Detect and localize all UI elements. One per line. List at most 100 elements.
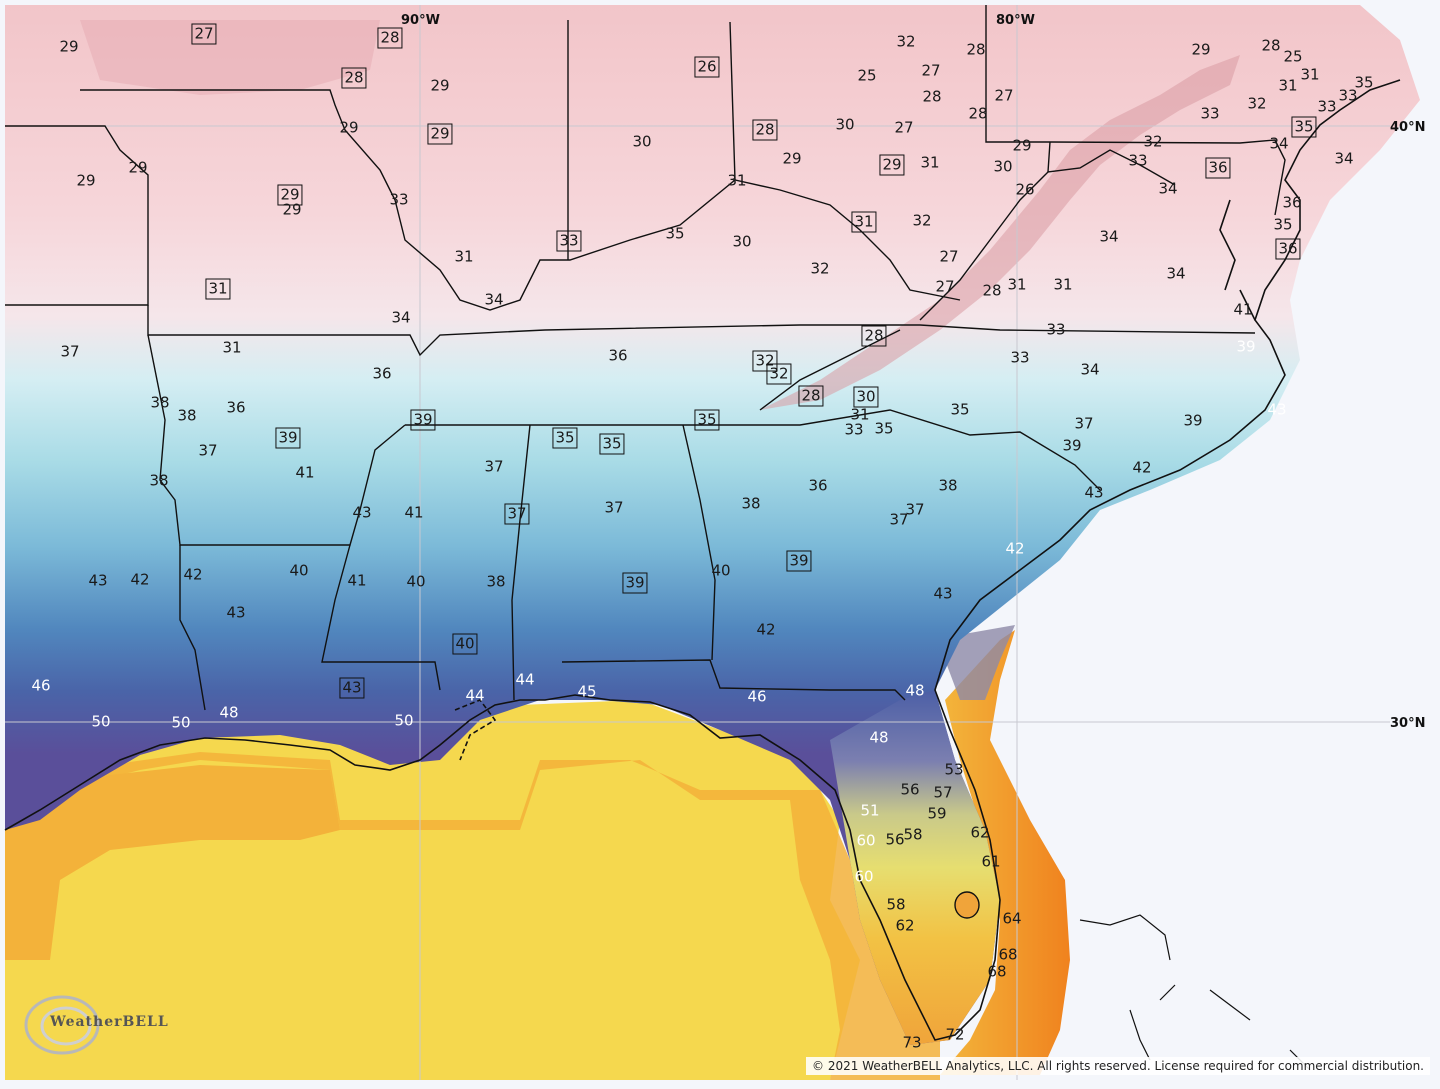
temperature-value: 29 [128, 158, 148, 177]
latitude-label-40n: 40°N [1390, 120, 1426, 135]
temperature-value: 40 [406, 572, 426, 591]
temperature-value: 33 [844, 420, 864, 439]
station-observed-temperature: 32 [766, 363, 792, 385]
temperature-value: 27 [921, 61, 941, 80]
temperature-value: 31 [727, 171, 747, 190]
temperature-value: 72 [945, 1025, 965, 1044]
temperature-value: 40 [711, 561, 731, 580]
station-observed-temperature: 35 [599, 433, 625, 455]
coastlines [4, 79, 1401, 1041]
station-observed-temperature: 39 [786, 550, 812, 572]
temperature-value: 68 [987, 962, 1007, 981]
temperature-value: 58 [886, 895, 906, 914]
station-observed-temperature: 35 [552, 427, 578, 449]
temperature-value: 68 [998, 945, 1018, 964]
temperature-value: 33 [389, 190, 409, 209]
temperature-value: 46 [31, 676, 51, 695]
weatherbell-logo: WeatherBELL [22, 990, 168, 1060]
temperature-value: 36 [372, 364, 392, 383]
station-observed-temperature: 37 [504, 503, 530, 525]
station-observed-temperature: 31 [205, 278, 231, 300]
temperature-value: 45 [577, 682, 597, 701]
temperature-value: 39 [1236, 337, 1256, 356]
temperature-value: 28 [966, 40, 986, 59]
temperature-value: 38 [177, 406, 197, 425]
temperature-value: 43 [88, 571, 108, 590]
temperature-value: 62 [970, 823, 990, 842]
state-borders [5, 5, 1286, 711]
station-observed-temperature: 36 [1205, 157, 1231, 179]
temperature-value: 44 [515, 670, 535, 689]
temperature-value: 32 [912, 211, 932, 230]
temperature-value: 38 [149, 471, 169, 490]
temperature-value: 33 [1338, 86, 1358, 105]
temperature-value: 29 [430, 76, 450, 95]
temperature-value: 34 [1166, 264, 1186, 283]
temperature-value: 31 [850, 405, 870, 424]
temperature-value: 32 [896, 32, 916, 51]
temperature-value: 41 [347, 571, 367, 590]
land-mass [5, 5, 1420, 1045]
temperature-value: 29 [782, 149, 802, 168]
temperature-value: 28 [968, 104, 988, 123]
temperature-value: 34 [1334, 149, 1354, 168]
station-observed-temperature: 39 [275, 427, 301, 449]
appalachian-cold-ridge [760, 55, 1240, 410]
temperature-value: 41 [295, 463, 315, 482]
copyright-notice: © 2021 WeatherBELL Analytics, LLC. All r… [806, 1057, 1430, 1075]
temperature-value: 37 [604, 498, 624, 517]
temperature-value: 31 [222, 338, 242, 357]
atlantic-warm-band [940, 630, 1070, 1075]
temperature-value: 42 [183, 565, 203, 584]
temperature-value: 36 [1282, 193, 1302, 212]
temperature-value: 29 [1012, 136, 1032, 155]
temperature-value: 33 [1046, 320, 1066, 339]
temperature-value: 37 [60, 342, 80, 361]
temperature-value: 36 [808, 476, 828, 495]
temperature-value: 61 [981, 852, 1001, 871]
temperature-value: 30 [732, 232, 752, 251]
temperature-value: 32 [810, 259, 830, 278]
temperature-value: 41 [1233, 300, 1253, 319]
station-observed-temperature: 31 [851, 211, 877, 233]
temperature-value: 37 [889, 510, 909, 529]
temperature-value: 27 [939, 247, 959, 266]
temperature-value: 53 [944, 760, 964, 779]
temperature-value: 28 [1261, 36, 1281, 55]
temperature-value: 34 [484, 290, 504, 309]
temperature-value: 43 [1084, 483, 1104, 502]
station-observed-temperature: 28 [861, 325, 887, 347]
station-observed-temperature: 28 [341, 67, 367, 89]
temperature-value: 35 [1354, 73, 1374, 92]
temperature-value: 39 [1062, 436, 1082, 455]
logo-text: WeatherBELL [50, 1014, 169, 1030]
temperature-value: 38 [741, 494, 761, 513]
station-observed-temperature: 27 [191, 23, 217, 45]
temperature-value: 37 [905, 500, 925, 519]
temperature-value: 41 [404, 503, 424, 522]
temperature-value: 60 [856, 831, 876, 850]
station-observed-temperature: 29 [427, 123, 453, 145]
temperature-value: 43 [352, 503, 372, 522]
texas-offshore-band [5, 765, 340, 960]
station-observed-temperature: 28 [752, 119, 778, 141]
temperature-value: 34 [1080, 360, 1100, 379]
station-observed-temperature: 39 [622, 572, 648, 594]
temperature-value: 31 [920, 153, 940, 172]
temperature-value: 42 [1005, 539, 1025, 558]
temperature-value: 37 [1074, 414, 1094, 433]
temperature-value: 29 [282, 200, 302, 219]
station-observed-temperature: 26 [694, 56, 720, 78]
temperature-value: 62 [895, 916, 915, 935]
temperature-value: 37 [484, 457, 504, 476]
station-observed-temperature: 33 [556, 230, 582, 252]
temperature-value: 29 [339, 118, 359, 137]
latitude-label-30n: 30°N [1390, 716, 1426, 731]
temperature-value: 33 [1200, 104, 1220, 123]
temperature-value: 27 [894, 118, 914, 137]
station-observed-temperature: 30 [853, 386, 879, 408]
lake-okeechobee [954, 891, 980, 919]
temperature-value: 36 [226, 398, 246, 417]
temperature-value: 27 [935, 277, 955, 296]
